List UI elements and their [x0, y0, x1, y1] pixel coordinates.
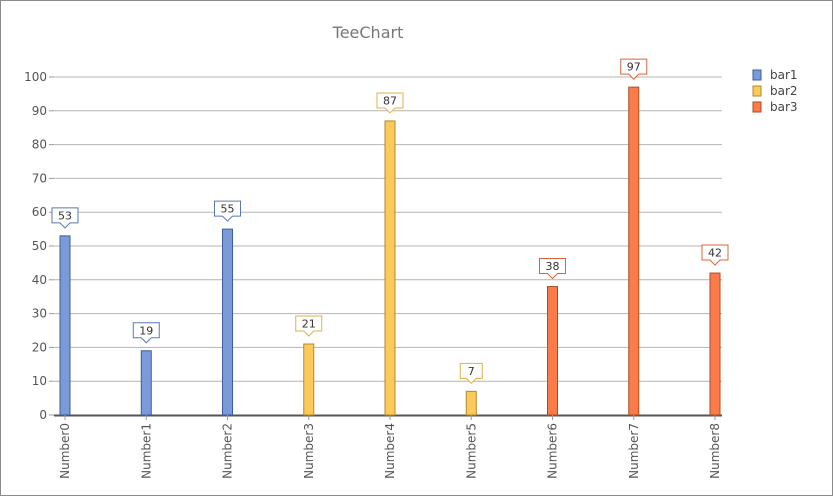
data-label-value: 19: [139, 324, 153, 337]
data-label: 42: [701, 244, 729, 266]
x-tick-label: Number1: [139, 423, 153, 479]
legend-swatch: [752, 69, 762, 81]
bar-bar1-number0: [59, 235, 71, 416]
data-label-callout: [295, 315, 323, 337]
data-label-value: 97: [627, 61, 641, 74]
legend-label: bar2: [770, 84, 798, 98]
bar-bar3-number8: [709, 272, 721, 416]
x-tick-label: Number2: [221, 423, 235, 479]
data-label-callout: [376, 92, 404, 114]
bar-bar1-number1: [140, 350, 152, 416]
x-tick-label: Number4: [383, 423, 397, 479]
legend-item-bar2: bar2: [752, 84, 798, 98]
data-label-callout: [132, 322, 160, 344]
x-tick-label: Number7: [627, 423, 641, 479]
data-label: 87: [376, 92, 404, 114]
x-tick-label: Number5: [464, 423, 478, 479]
legend-item-bar3: bar3: [752, 100, 798, 114]
x-tick-label: Number0: [58, 423, 72, 479]
data-label-callout: [51, 207, 79, 229]
y-tick-label: 0: [39, 408, 47, 422]
data-label: 19: [132, 322, 160, 344]
legend-item-bar1: bar1: [752, 68, 798, 82]
data-labels: 53 19 55 21 87 7 38 97 42: [51, 58, 729, 385]
data-label-value: 38: [546, 260, 560, 273]
data-label-callout: [701, 244, 729, 266]
y-tick-label: 90: [32, 104, 47, 118]
bar-bar3-number7: [628, 86, 640, 416]
data-label-callout: [459, 362, 483, 385]
y-tick-label: 20: [32, 340, 47, 354]
x-tick-label: Number8: [708, 423, 722, 479]
data-label: 21: [295, 315, 323, 337]
data-label-value: 21: [302, 318, 316, 331]
data-label-value: 55: [221, 203, 235, 216]
x-tick-label: Number6: [546, 423, 560, 479]
data-label-callout: [620, 58, 648, 80]
data-label: 53: [51, 207, 79, 229]
y-tick-label: 40: [32, 273, 47, 287]
x-tick-label: Number3: [302, 423, 316, 479]
x-axis-tick-labels: Number0 Number1 Number2 Number3 Number4 Numbe…: [58, 415, 722, 479]
legend-swatch: [752, 85, 762, 97]
legend-swatch: [752, 101, 762, 113]
bar-bar2-number4: [384, 120, 396, 416]
bar-bar3-number6: [547, 286, 558, 416]
chart-title: TeeChart: [332, 23, 404, 42]
data-label-value: 87: [383, 94, 397, 107]
bar-bar1-number2: [222, 228, 233, 416]
legend: bar1 bar2 bar3: [752, 68, 798, 114]
data-label-value: 53: [58, 209, 72, 222]
y-tick-label: 100: [24, 70, 47, 84]
legend-label: bar3: [770, 100, 798, 114]
y-tick-label: 10: [32, 374, 47, 388]
y-axis-tick-labels: 0 10 20 30 40 50 60 70 80 90 100: [24, 70, 47, 422]
y-tick-label: 70: [32, 171, 47, 185]
y-tick-label: 50: [32, 239, 47, 253]
bars: [59, 86, 721, 416]
data-label: 7: [459, 362, 483, 385]
data-label-callout: [214, 200, 241, 222]
data-label-callout: [539, 258, 566, 280]
y-tick-label: 80: [32, 138, 47, 152]
bar-bar2-number5: [465, 390, 477, 416]
data-label: 97: [620, 58, 648, 80]
y-tick-label: 60: [32, 205, 47, 219]
y-tick-label: 30: [32, 307, 47, 321]
bar-bar2-number3: [303, 343, 315, 416]
data-label-value: 42: [708, 247, 722, 260]
data-label: 55: [214, 200, 241, 222]
data-label-value: 7: [468, 365, 475, 378]
data-label: 38: [539, 258, 566, 280]
legend-label: bar1: [770, 68, 798, 82]
